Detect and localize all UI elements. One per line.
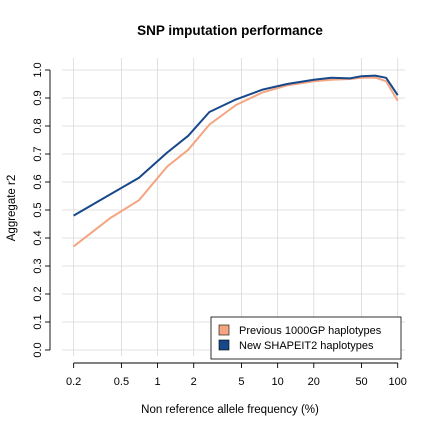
y-tick-label: 0.8 — [32, 118, 44, 133]
y-tick-label: 1.0 — [32, 62, 44, 77]
x-axis-label: Non reference allele frequency (%) — [141, 404, 319, 416]
y-tick-label: 0.2 — [32, 286, 44, 301]
legend-label: Previous 1000GP haplotypes — [239, 325, 382, 337]
y-tick-label: 0.3 — [32, 258, 44, 273]
x-tick-label: 0.5 — [114, 376, 129, 388]
series-lines — [72, 74, 399, 248]
axes: 0.2 0.5 1 2 5 10 20 50 100 0.0 0.1 0.2 0.3 0.4 0.5 0.6 0… — [32, 62, 407, 388]
y-tick-label: 0.6 — [32, 174, 44, 189]
x-tick-label: 10 — [272, 376, 284, 388]
y-tick-label: 0.0 — [32, 342, 44, 357]
x-tick-label: 0.2 — [66, 376, 81, 388]
x-tick-label: 5 — [238, 376, 244, 388]
series-line-new-shapeit2 — [73, 74, 399, 217]
legend-swatch — [218, 339, 230, 351]
grid — [62, 58, 405, 356]
y-tick-label: 0.1 — [32, 314, 44, 329]
chart-title: SNP imputation performance — [137, 23, 323, 38]
y-axis-label: Aggregate r2 — [6, 175, 18, 242]
x-tick-label: 20 — [308, 376, 320, 388]
x-tick-label: 1 — [155, 376, 161, 388]
y-tick-label: 0.5 — [32, 202, 44, 217]
y-tick-label: 0.4 — [32, 230, 44, 245]
x-tick-label: 2 — [191, 376, 197, 388]
y-tick-label: 0.7 — [32, 146, 44, 161]
legend-swatch — [218, 324, 230, 336]
x-tick-label: 100 — [389, 376, 407, 388]
y-tick-label: 0.9 — [32, 90, 44, 105]
legend: Previous 1000GP haplotypes New SHAPEIT2 h… — [210, 316, 402, 360]
x-tick-label: 50 — [355, 376, 367, 388]
series-line-previous-1000gp — [72, 76, 399, 248]
legend-box — [210, 316, 402, 360]
legend-label: New SHAPEIT2 haplotypes — [239, 340, 374, 352]
